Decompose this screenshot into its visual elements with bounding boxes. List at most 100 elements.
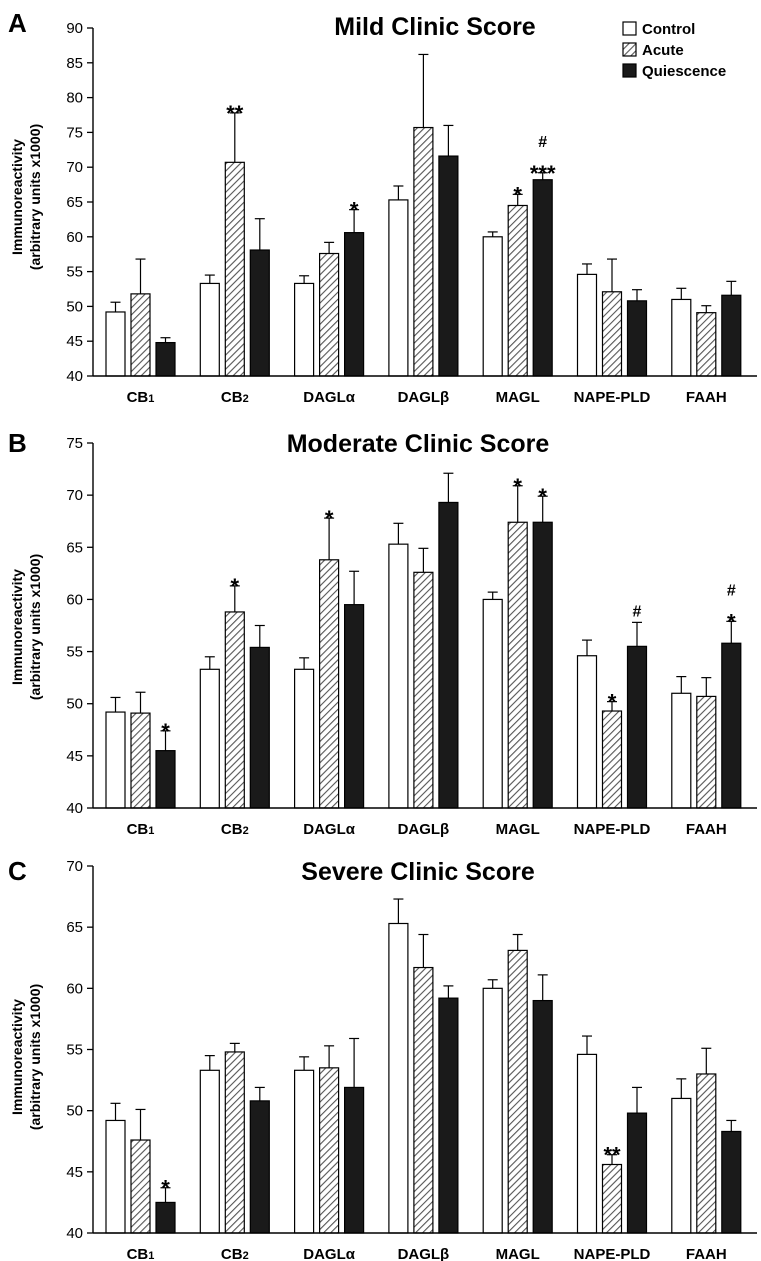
bar-acute — [224, 1051, 245, 1234]
bar-quiescence — [721, 1130, 742, 1234]
y-tick-label: 40 — [66, 800, 83, 817]
bar-control — [388, 543, 409, 809]
significance-marker: * — [727, 609, 736, 634]
legend-swatch-acute — [622, 42, 637, 57]
y-tick-label: 70 — [66, 858, 83, 875]
significance-marker: *** — [530, 161, 556, 186]
bar-quiescence — [532, 999, 553, 1234]
legend-label-acute: Acute — [642, 42, 684, 59]
bar-quiescence — [155, 750, 176, 809]
y-tick-label: 60 — [66, 591, 83, 608]
x-tick-label: DAGLα — [303, 821, 355, 838]
y-tick-label: 70 — [66, 159, 83, 176]
x-tick-label: FAAH — [686, 389, 727, 406]
y-tick-label: 60 — [66, 980, 83, 997]
bar-control — [105, 1119, 126, 1234]
y-tick-label: 75 — [66, 435, 83, 452]
panel-a-ylabel-line1: Immunoreactivity — [9, 139, 25, 255]
bar-acute — [507, 204, 528, 377]
bar-control — [671, 298, 692, 377]
bar-quiescence — [155, 341, 176, 377]
x-tick-label: CB2 — [221, 1246, 249, 1261]
legend: Control Acute Quiescence — [622, 21, 726, 80]
significance-marker: ** — [226, 101, 244, 126]
x-tick-label: CB2 — [221, 821, 249, 838]
bar-quiescence — [344, 1086, 365, 1234]
y-tick-label: 65 — [66, 539, 83, 556]
bar-quiescence — [249, 1100, 270, 1234]
y-tick-label: 85 — [66, 55, 83, 72]
significance-marker: ** — [603, 1143, 621, 1168]
bar-quiescence — [249, 249, 270, 377]
panel-b-ylabel-line2: (arbitrary units x1000) — [27, 554, 43, 700]
y-tick-label: 80 — [66, 90, 83, 107]
y-tick-label: 40 — [66, 1225, 83, 1242]
panel-b-title: Moderate Clinic Score — [287, 430, 550, 458]
panel-b: B Moderate Clinic Score Immunoreactivity… — [8, 428, 757, 838]
x-tick-label: CB1 — [127, 821, 155, 838]
significance-marker: * — [513, 182, 522, 207]
x-tick-label: DAGLβ — [398, 389, 450, 406]
bar-acute — [319, 252, 340, 377]
y-tick-label: 45 — [66, 748, 83, 765]
bar-acute — [130, 1139, 151, 1234]
bar-control — [671, 692, 692, 809]
bar-control — [482, 598, 503, 809]
bar-acute — [319, 1067, 340, 1234]
panel-a-letter: A — [8, 8, 27, 38]
panel-a-plot: 40 45 50 55 60 65 70 75 80 85 90 CB1 CB2 DAGLα DAGLβ MA… — [66, 20, 757, 406]
bar-acute — [130, 293, 151, 377]
bar-acute — [696, 695, 717, 809]
bar-control — [576, 655, 598, 809]
panel-c: C Severe Clinic Score Immunoreactivity (… — [8, 856, 757, 1261]
bar-acute — [224, 161, 245, 377]
bar-acute — [507, 949, 528, 1234]
significance-marker: # — [538, 134, 547, 151]
y-tick-label: 50 — [66, 298, 83, 315]
y-tick-label: 75 — [66, 124, 83, 141]
y-tick-label: 45 — [66, 333, 83, 350]
bar-control — [388, 199, 409, 377]
bar-quiescence — [438, 155, 459, 377]
y-tick-label: 55 — [66, 1042, 83, 1059]
panel-c-ylabel-line1: Immunoreactivity — [9, 999, 25, 1115]
panel-b-plot: 40 45 50 55 60 65 70 75 CB1 CB2 DAGLα DAGLβ MAGL NAPE… — [66, 435, 757, 838]
bar-control — [105, 311, 126, 377]
significance-marker: * — [513, 474, 522, 499]
bar-acute — [601, 710, 623, 809]
x-tick-label: MAGL — [496, 1246, 540, 1261]
bar-acute — [413, 571, 434, 809]
panel-c-title: Severe Clinic Score — [301, 858, 535, 886]
bar-quiescence — [438, 501, 459, 809]
panel-a: A Mild Clinic Score Immunoreactivity (ar… — [8, 8, 757, 406]
bar-quiescence — [249, 646, 270, 809]
significance-marker: * — [161, 1176, 170, 1201]
bar-control — [294, 668, 315, 809]
bar-control — [482, 236, 503, 377]
y-tick-label: 65 — [66, 919, 83, 936]
significance-marker: * — [325, 506, 334, 531]
legend-swatch-quiescence — [622, 63, 637, 78]
bar-quiescence — [344, 232, 365, 377]
legend-label-quiescence: Quiescence — [642, 63, 726, 80]
bar-control — [199, 1069, 220, 1234]
x-tick-label: FAAH — [686, 1246, 727, 1261]
significance-marker: * — [231, 574, 240, 599]
x-tick-label: DAGLβ — [398, 821, 450, 838]
y-tick-label: 70 — [66, 487, 83, 504]
x-tick-label: MAGL — [496, 821, 540, 838]
y-tick-label: 55 — [66, 644, 83, 661]
y-tick-label: 40 — [66, 368, 83, 385]
bar-quiescence — [344, 604, 365, 809]
bar-control — [105, 711, 126, 809]
x-tick-label: DAGLα — [303, 389, 355, 406]
bar-quiescence — [721, 642, 742, 809]
panel-b-ylabel-line1: Immunoreactivity — [9, 569, 25, 685]
x-tick-label: CB1 — [127, 1246, 155, 1261]
bar-quiescence — [532, 521, 553, 809]
bar-control — [482, 987, 503, 1234]
y-tick-label: 50 — [66, 696, 83, 713]
x-tick-label: MAGL — [496, 389, 540, 406]
significance-marker: * — [350, 198, 359, 223]
